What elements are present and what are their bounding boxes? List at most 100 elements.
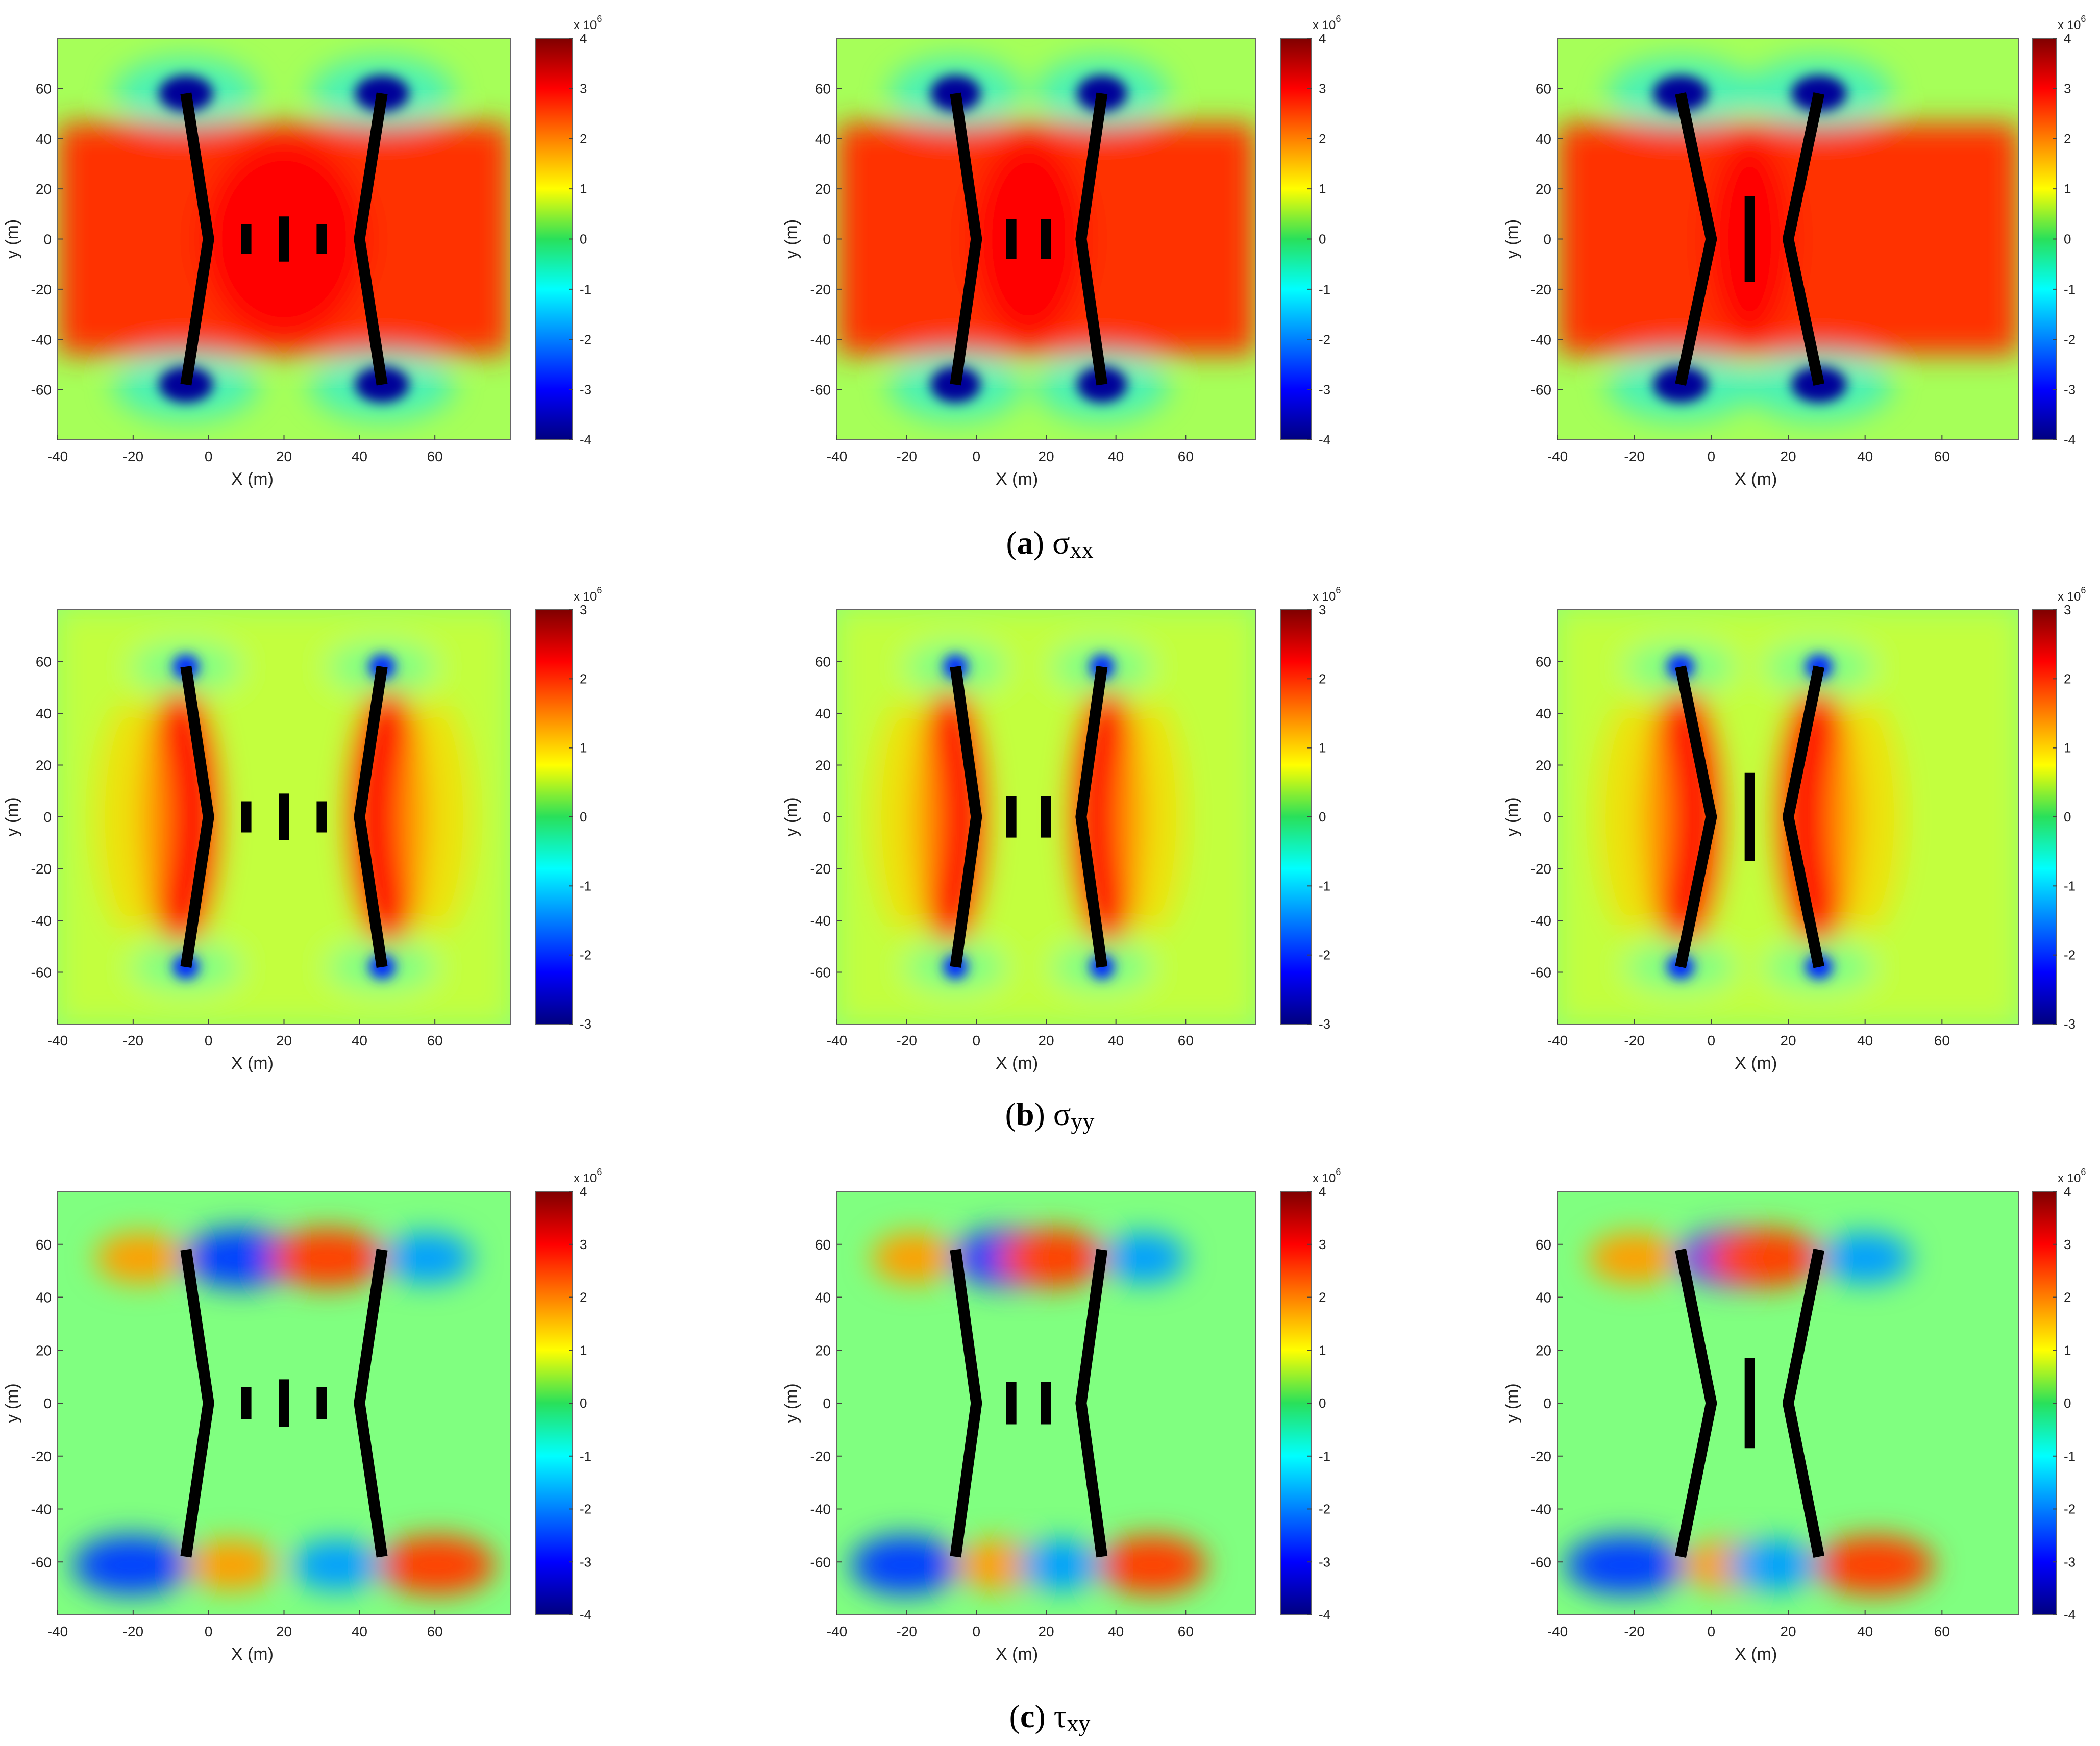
x-tick-label: 0 bbox=[205, 1033, 213, 1049]
colorbar: 4 3 2 1 0 -1 -2 -3 -4 x 106 bbox=[1280, 14, 1341, 447]
colorbar: 4 3 2 1 0 -1 -2 -3 -4 x 106 bbox=[2032, 1167, 2086, 1623]
x-tick-label: -20 bbox=[123, 1624, 143, 1639]
colorbar-tick-label: 0 bbox=[580, 232, 587, 247]
colorbar-tick-label: 3 bbox=[2064, 1237, 2071, 1252]
colorbar: 4 3 2 1 0 -1 -2 -3 -4 x 106 bbox=[1280, 1167, 1341, 1623]
y-tick-label: 0 bbox=[43, 809, 52, 825]
colorbar: 3 2 1 0 -1 -2 -3 x 106 bbox=[1280, 585, 1341, 1032]
x-tick-label: -40 bbox=[47, 1033, 68, 1049]
y-tick-label: 60 bbox=[1536, 81, 1551, 96]
main-fracture bbox=[950, 666, 982, 968]
stress-field bbox=[1558, 1191, 2019, 1615]
colorbar-tick-label: -2 bbox=[2064, 947, 2076, 963]
colorbar-tick-label: 3 bbox=[580, 81, 587, 96]
x-tick-label: -20 bbox=[896, 1624, 917, 1639]
x-tick-label: -40 bbox=[1547, 1624, 1568, 1639]
x-axis-label: X (m) bbox=[1735, 1644, 1777, 1664]
colorbar-tick-label: -4 bbox=[2064, 1607, 2076, 1623]
x-axis-label: X (m) bbox=[231, 1054, 274, 1073]
colorbar-tick-label: -3 bbox=[2064, 382, 2076, 397]
x-tick-label: 0 bbox=[1708, 1033, 1716, 1049]
y-tick-label: -40 bbox=[1531, 332, 1551, 347]
colorbar-multiplier: x 106 bbox=[2058, 585, 2086, 604]
x-tick-label: 40 bbox=[1108, 1624, 1124, 1639]
main-fracture bbox=[354, 666, 388, 968]
colorbar-tick-label: 2 bbox=[580, 671, 587, 686]
x-axis-label: X (m) bbox=[996, 1054, 1038, 1073]
colorbar-tick-label: 4 bbox=[1319, 31, 1326, 46]
y-axis-label: y (m) bbox=[782, 219, 801, 259]
colorbar-tick-label: -4 bbox=[1319, 432, 1330, 447]
colorbar-tick-label: 3 bbox=[1319, 81, 1326, 96]
x-tick-label: 0 bbox=[973, 1033, 981, 1049]
main-fracture bbox=[1675, 92, 1717, 386]
x-tick-label: -20 bbox=[1624, 448, 1644, 464]
x-tick-label: 40 bbox=[1108, 1033, 1124, 1049]
colorbar-tick-label: -3 bbox=[2064, 1016, 2076, 1032]
colorbar-tick-label: -4 bbox=[580, 1607, 591, 1623]
x-tick-label: -40 bbox=[47, 1624, 68, 1639]
caption-a: (a) σxx bbox=[1006, 525, 1093, 563]
y-tick-label: -20 bbox=[1531, 861, 1551, 877]
colorbar-tick-label: 1 bbox=[1319, 181, 1326, 196]
y-axis-label: y (m) bbox=[782, 797, 801, 836]
y-tick-label: 40 bbox=[36, 131, 52, 147]
colorbar: 3 2 1 0 -1 -2 -3 x 106 bbox=[535, 585, 602, 1032]
main-fracture bbox=[1783, 665, 1825, 968]
colorbar-tick-label: -4 bbox=[580, 432, 591, 447]
x-tick-label: 60 bbox=[1178, 1624, 1194, 1639]
x-tick-label: 40 bbox=[352, 448, 367, 464]
main-fracture bbox=[950, 1249, 982, 1558]
colorbar-tick-label: 1 bbox=[1319, 740, 1326, 756]
x-tick-label: 40 bbox=[352, 1624, 367, 1639]
y-axis-label: y (m) bbox=[1502, 797, 1522, 836]
x-tick-label: 60 bbox=[1934, 1624, 1950, 1639]
y-tick-label: -20 bbox=[810, 282, 831, 297]
colorbar-tick-label: 4 bbox=[580, 31, 587, 46]
main-fracture bbox=[950, 92, 982, 386]
y-tick-label: 60 bbox=[815, 654, 831, 670]
main-fracture bbox=[1075, 92, 1108, 386]
colorbar-tick-label: -2 bbox=[1319, 332, 1330, 347]
y-tick-label: -40 bbox=[1531, 913, 1551, 929]
x-tick-label: 20 bbox=[1780, 1624, 1796, 1639]
colorbar-tick-label: 0 bbox=[580, 809, 587, 825]
colorbar-tick-label: -1 bbox=[2064, 878, 2076, 893]
x-tick-label: 20 bbox=[1038, 1624, 1054, 1639]
main-fracture bbox=[1675, 665, 1717, 968]
colorbar-multiplier: x 106 bbox=[574, 14, 602, 32]
x-tick-label: -20 bbox=[896, 448, 917, 464]
y-tick-label: -60 bbox=[31, 382, 52, 398]
colorbar-multiplier: x 106 bbox=[2058, 14, 2086, 32]
colorbar-tick-label: -1 bbox=[1319, 282, 1330, 297]
colorbar-tick-label: -3 bbox=[2064, 1554, 2076, 1569]
colorbar-tick-label: 3 bbox=[2064, 81, 2071, 96]
y-axis-label: y (m) bbox=[3, 1383, 22, 1423]
colorbar-tick-label: -4 bbox=[2064, 432, 2076, 447]
y-tick-label: 60 bbox=[1536, 1237, 1551, 1253]
colorbar-tick-label: 2 bbox=[1319, 1290, 1326, 1305]
y-tick-label: 20 bbox=[36, 181, 52, 197]
y-tick-label: 60 bbox=[815, 1237, 831, 1253]
colorbar-tick-label: -1 bbox=[2064, 282, 2076, 297]
colorbar-tick-label: 1 bbox=[1319, 1342, 1326, 1358]
captions: (a) σxx (b) σyy (c) τxy bbox=[1005, 525, 1095, 1736]
main-fracture bbox=[180, 666, 214, 968]
y-tick-label: 20 bbox=[815, 181, 831, 197]
x-tick-label: 20 bbox=[1780, 1033, 1796, 1049]
y-tick-label: 0 bbox=[823, 232, 831, 247]
y-tick-label: -60 bbox=[810, 382, 831, 398]
colorbar-tick-label: -2 bbox=[1319, 947, 1330, 963]
main-fracture bbox=[354, 1249, 388, 1558]
x-axis-label: X (m) bbox=[996, 469, 1038, 489]
colorbar-tick-label: -2 bbox=[2064, 1502, 2076, 1517]
colorbar-tick-label: -2 bbox=[580, 1502, 591, 1517]
stress-field bbox=[1558, 38, 2019, 440]
y-tick-label: 40 bbox=[36, 706, 52, 721]
x-tick-label: -40 bbox=[47, 448, 68, 464]
main-fracture bbox=[1075, 1249, 1108, 1558]
